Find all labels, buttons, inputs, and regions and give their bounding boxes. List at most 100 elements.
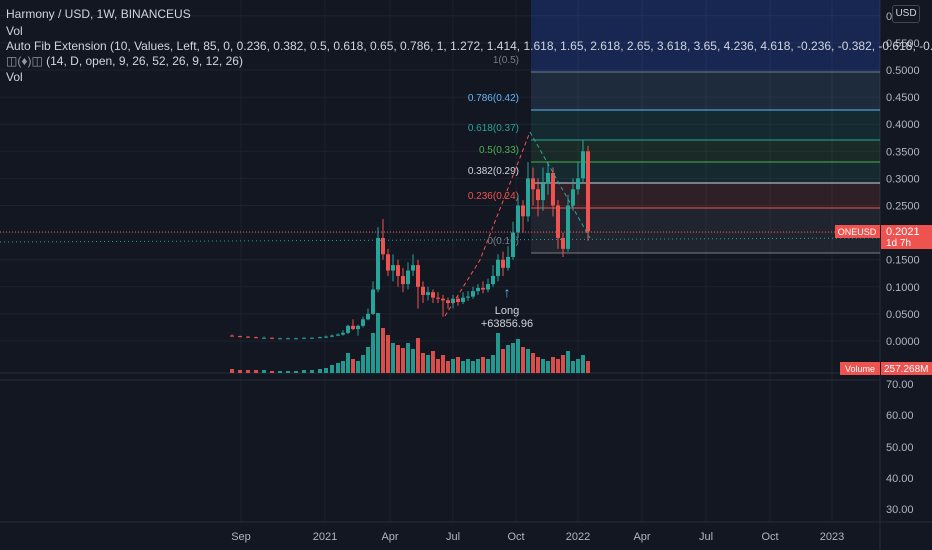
volume-bar (330, 365, 334, 373)
price-scale-label: 0.3000 (886, 173, 920, 185)
volume-bar (341, 361, 345, 373)
candle (586, 151, 590, 232)
volume-bar (262, 370, 266, 373)
fib-level-label: 0.786(0.42) (468, 93, 519, 104)
volume-scale-label: 40.00 (886, 473, 914, 485)
volume-bar (286, 371, 290, 373)
volume-bar (446, 361, 450, 373)
volume-bar (466, 359, 470, 373)
currency-button[interactable]: USD (892, 5, 920, 23)
volume-bar (556, 359, 560, 373)
candle (471, 291, 475, 297)
volume-bar (416, 338, 420, 373)
price-scale-label: 0.5500 (886, 38, 920, 50)
volume-bar (381, 328, 385, 373)
volume-tag-value: 257.268M (884, 364, 928, 375)
moving-average-line (0, 237, 881, 243)
time-axis-label: Sep (231, 531, 251, 543)
fib-legend: Auto Fib Extension (10, Values, Left, 85… (6, 39, 932, 53)
candle (401, 275, 405, 285)
candle (270, 337, 274, 339)
candle (431, 292, 435, 298)
candle (230, 335, 234, 337)
candle (254, 337, 258, 339)
volume-bar (506, 345, 510, 373)
candle (278, 338, 282, 340)
candle (396, 265, 400, 276)
candle (456, 298, 460, 302)
volume-bar (526, 349, 530, 373)
volume-bar (391, 343, 395, 373)
volume-bar (471, 361, 475, 373)
chart-title: Harmony / USD, 1W, BINANCEUS (6, 7, 191, 21)
volume-bar (318, 369, 322, 373)
volume-bar (586, 361, 590, 373)
candle (436, 297, 440, 299)
price-tag-countdown: 1d 7h (886, 238, 911, 249)
candle (391, 265, 395, 271)
candle (318, 337, 322, 339)
candle (526, 178, 530, 217)
fib-zone (531, 183, 880, 208)
volume-bar (278, 371, 282, 373)
annotation-label: Long (495, 305, 519, 317)
candle (286, 338, 290, 340)
candle (446, 300, 450, 304)
time-axis-label: Oct (507, 531, 524, 543)
candle (336, 334, 340, 336)
volume-bar (476, 359, 480, 373)
candle (238, 336, 242, 338)
price-scale-label: 0.2500 (886, 201, 920, 213)
volume-bar (511, 343, 515, 373)
volume-bar (576, 359, 580, 373)
candle (386, 254, 390, 271)
volume-bar (431, 351, 435, 373)
volume-tag-label: Volume (845, 364, 875, 374)
price-scale-label: 0.0000 (886, 336, 920, 348)
time-axis-label: Apr (633, 531, 650, 543)
candle (511, 232, 515, 257)
candle (294, 338, 298, 340)
fib-trend-line (444, 131, 531, 317)
fib-level-label: 1(0.5) (493, 55, 519, 66)
volume-scale-label: 60.00 (886, 410, 914, 422)
volume-bar (401, 348, 405, 373)
volume-bar (551, 357, 555, 373)
volume-bar (426, 355, 430, 373)
candle (566, 205, 570, 249)
price-scale-label: 0.4500 (886, 92, 920, 104)
fib-zone (531, 0, 880, 72)
candle (546, 172, 550, 184)
time-axis-label: Jul (446, 531, 460, 543)
candle (531, 178, 535, 190)
volume-bar (456, 357, 460, 373)
volume-value-tag (881, 362, 932, 375)
candle (356, 325, 360, 330)
indicator-legend: ◫(♦)◫ (14, D, open, 9, 26, 52, 26, 9, 12… (6, 54, 243, 68)
candle (341, 332, 345, 335)
volume-scale-label: 30.00 (886, 504, 914, 516)
volume-bar (516, 339, 520, 373)
price-scale-label: 0.4000 (886, 119, 920, 131)
volume-bar (310, 370, 314, 373)
candle (466, 296, 470, 298)
volume-bar (491, 355, 495, 373)
volume-bar (238, 370, 242, 373)
price-scale-label: 0.1500 (886, 255, 920, 267)
fib-zone (531, 208, 880, 253)
volume-bar (406, 343, 410, 373)
volume-bar (531, 353, 535, 373)
volume-tag (840, 362, 880, 375)
symbol-tag-text: ONEUSD (838, 227, 877, 237)
volume-bar (351, 359, 355, 373)
candle (556, 205, 560, 239)
symbol-tag (835, 225, 880, 238)
fib-zone (531, 140, 880, 162)
volume-bar (581, 355, 585, 373)
candle (302, 337, 306, 339)
fib-level-label: 0.236(0.24) (468, 191, 519, 202)
candle (451, 298, 455, 304)
time-axis-label: 2022 (566, 531, 590, 543)
candle (496, 259, 500, 276)
